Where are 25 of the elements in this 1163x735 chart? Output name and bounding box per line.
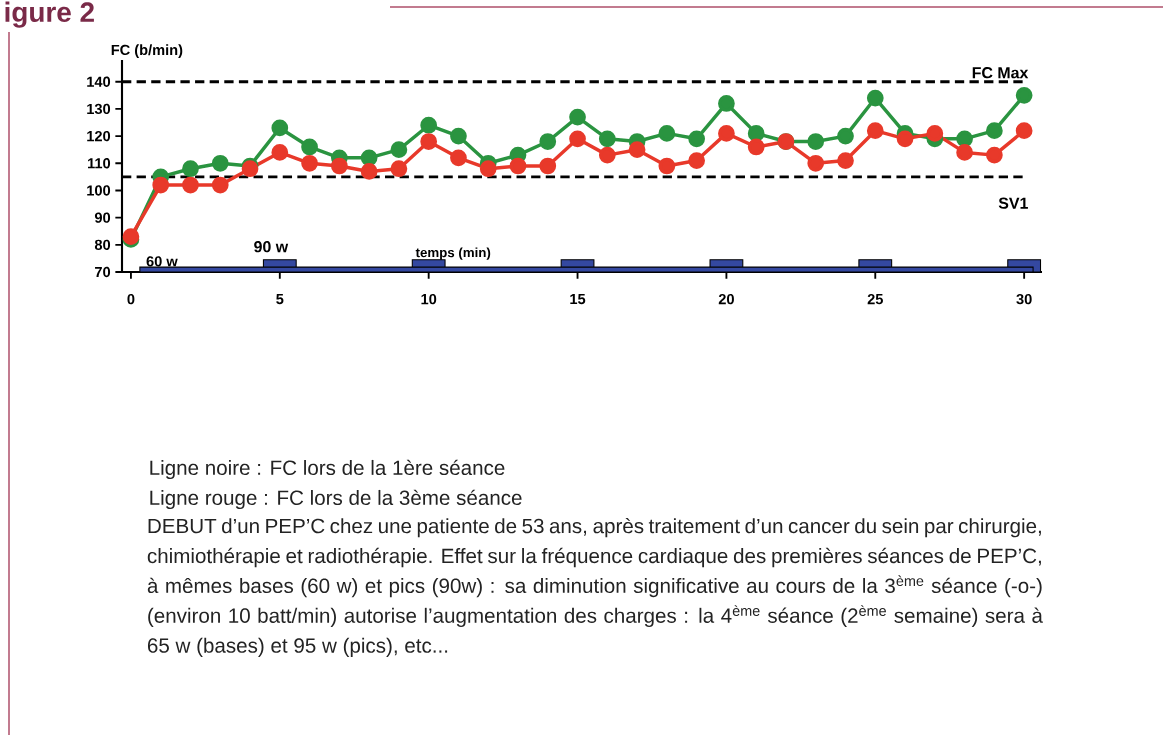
x-tick-label: 20: [718, 293, 734, 305]
y-tick-label: 90: [94, 212, 111, 223]
text: Ligne noire : FC lors de la 1ère séance: [150, 459, 505, 480]
y-tick-label: 80: [94, 239, 111, 250]
chart-title: igure 2: [5, 1, 94, 28]
x-tick-label: 10: [421, 293, 437, 305]
text: DEBUT d’un PEP’C chez une patiente de 53 ans, après traitement d’un cancer du sein par chirurgie, chimiothérapie et radiothérapie. Effet sur la fréquence cardiaque des premières séances de PEP’C, à mêmes bases (60 w) et pics (90w) : sa diminution significative au cours de la 3$^{ème}$ séance (-o-) (environ 10 batt/min) autorise l’augmentation des charges : la 4$^{ème}$ séance (2$^{ème}$ semaine) sera à 65 w (bases) et 95 w (pics), etc...: [147, 517, 1043, 657]
x-tick-label: 0: [127, 293, 135, 305]
y-tick-label: 130: [87, 103, 111, 115]
text: Ligne rouge : FC lors de la 3ème séance: [150, 489, 522, 510]
y-tick-label: 140: [87, 76, 111, 87]
ref-line-label: FC Max: [972, 67, 1029, 79]
y-axis-title: FC (b/min): [111, 44, 183, 58]
x-tick-label: 15: [570, 293, 586, 305]
y-tick-label: 120: [87, 130, 111, 142]
y-tick-label: 110: [88, 158, 111, 169]
x-tick-label: 5: [276, 293, 284, 305]
y-tick-label: 70: [95, 266, 111, 278]
y-tick-label: 100: [87, 185, 111, 196]
ref-line-label: SV1: [998, 197, 1028, 209]
x-tick-label: 25: [867, 293, 883, 305]
annotation: 60 w: [146, 256, 178, 267]
x-tick-label: 30: [1016, 293, 1032, 305]
x-axis-title: temps (min): [415, 247, 491, 260]
annotation: 90 w: [254, 241, 289, 253]
